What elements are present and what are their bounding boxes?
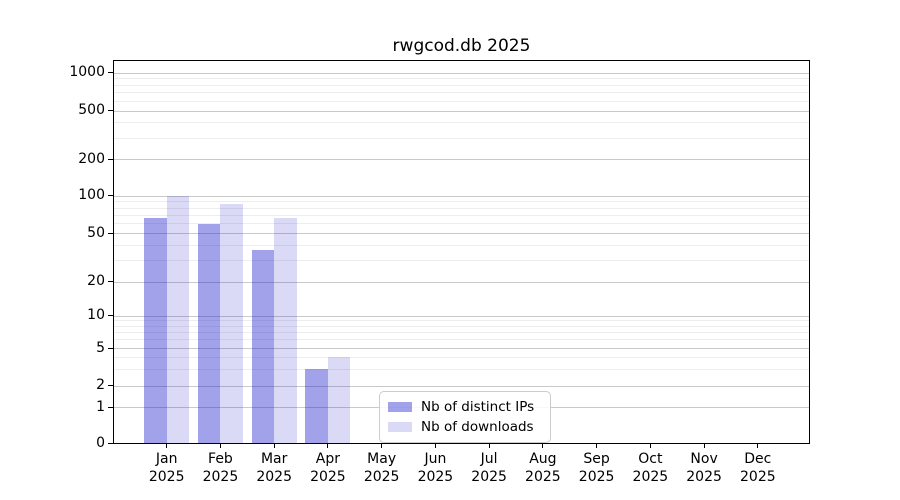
x-tick-mark xyxy=(327,444,329,448)
legend-swatch-downloads-icon xyxy=(388,422,412,432)
x-tick-label-sep: Sep 2025 xyxy=(578,451,615,485)
y-tick-label: 100 xyxy=(78,187,105,203)
minor-gridline xyxy=(114,207,809,209)
x-tick-mark xyxy=(488,444,490,448)
x-tick-mark xyxy=(649,444,651,448)
major-gridline xyxy=(114,281,809,283)
x-tick-label-apr: Apr 2025 xyxy=(310,451,346,485)
major-gridline xyxy=(114,348,809,349)
bar-feb-downloads xyxy=(220,203,243,443)
y-tick-mark xyxy=(108,232,113,234)
x-tick-mark xyxy=(596,444,598,448)
y-tick-mark xyxy=(108,281,113,282)
minor-gridline xyxy=(114,223,809,225)
bar-apr-downloads xyxy=(327,357,351,443)
bar-mar-distinct-ips xyxy=(251,250,275,443)
x-tick-mark xyxy=(219,444,221,448)
major-gridline xyxy=(114,159,809,160)
minor-gridline xyxy=(114,339,809,341)
y-tick-label: 500 xyxy=(78,102,105,118)
y-tick-mark xyxy=(108,110,113,111)
x-tick-mark xyxy=(381,444,383,448)
plot-area: Nb of distinct IPs Nb of downloads xyxy=(113,60,810,444)
x-tick-mark xyxy=(703,444,705,448)
legend: Nb of distinct IPs Nb of downloads xyxy=(379,391,551,443)
x-tick-mark xyxy=(273,444,275,448)
bar-feb-distinct-ips xyxy=(197,224,221,443)
major-gridline xyxy=(114,385,809,387)
minor-gridline xyxy=(114,260,809,262)
legend-label-distinct-ips: Nb of distinct IPs xyxy=(421,399,535,415)
minor-gridline xyxy=(114,357,809,359)
y-tick-mark xyxy=(108,315,113,316)
y-tick-label: 10 xyxy=(87,307,105,323)
y-tick-label: 20 xyxy=(87,273,105,289)
major-gridline xyxy=(114,195,809,197)
y-tick-label: 2 xyxy=(96,377,105,393)
x-tick-label-aug: Aug 2025 xyxy=(525,451,561,485)
x-tick-label-nov: Nov 2025 xyxy=(686,451,722,485)
x-tick-label-may: May 2025 xyxy=(363,451,400,485)
minor-gridline xyxy=(114,137,809,139)
x-tick-mark xyxy=(542,444,544,448)
y-tick-mark xyxy=(108,442,113,444)
major-gridline xyxy=(114,233,809,234)
x-tick-label-jun: Jun 2025 xyxy=(417,451,454,485)
y-tick-mark xyxy=(108,158,113,160)
y-tick-label: 1000 xyxy=(69,64,105,80)
major-gridline xyxy=(114,315,809,317)
minor-gridline xyxy=(114,368,809,370)
y-tick-mark xyxy=(108,72,113,73)
legend-item-distinct-ips: Nb of distinct IPs xyxy=(388,397,542,417)
legend-swatch-distinct-ips-icon xyxy=(388,402,412,412)
minor-gridline xyxy=(114,325,809,327)
x-tick-mark xyxy=(166,444,168,448)
y-tick-label: 200 xyxy=(78,150,105,167)
x-tick-mark xyxy=(757,444,759,448)
x-tick-label-jul: Jul 2025 xyxy=(471,451,507,485)
bar-apr-distinct-ips xyxy=(305,368,328,443)
x-tick-label-jan: Jan 2025 xyxy=(148,451,185,485)
bar-jan-downloads xyxy=(166,195,190,443)
y-tick-label: 0 xyxy=(96,434,105,451)
minor-gridline xyxy=(114,214,809,216)
minor-gridline xyxy=(114,122,809,124)
y-tick-label: 50 xyxy=(87,224,105,241)
minor-gridline xyxy=(114,78,809,80)
y-tick-mark xyxy=(108,195,113,196)
legend-label-downloads: Nb of downloads xyxy=(421,419,534,435)
bar-jan-distinct-ips xyxy=(144,217,167,443)
x-tick-label-oct: Oct 2025 xyxy=(632,451,669,485)
y-tick-mark xyxy=(108,406,113,408)
major-gridline xyxy=(114,72,809,74)
minor-gridline xyxy=(114,100,809,102)
minor-gridline xyxy=(114,244,809,246)
minor-gridline xyxy=(114,201,809,203)
x-tick-label-mar: Mar 2025 xyxy=(256,451,292,485)
major-gridline xyxy=(114,110,809,112)
minor-gridline xyxy=(114,92,809,94)
y-tick-mark xyxy=(108,347,113,349)
minor-gridline xyxy=(114,84,809,86)
legend-item-downloads: Nb of downloads xyxy=(388,417,542,437)
x-tick-label-feb: Feb 2025 xyxy=(202,451,239,485)
minor-gridline xyxy=(114,332,809,334)
chart-title: rwgcod.db 2025 xyxy=(392,36,531,56)
x-tick-label-dec: Dec 2025 xyxy=(740,451,776,485)
y-tick-label: 5 xyxy=(96,339,105,356)
minor-gridline xyxy=(114,320,809,322)
y-tick-mark xyxy=(108,385,113,386)
y-tick-label: 1 xyxy=(96,398,105,415)
bar-mar-downloads xyxy=(274,217,297,443)
x-tick-mark xyxy=(434,444,436,448)
